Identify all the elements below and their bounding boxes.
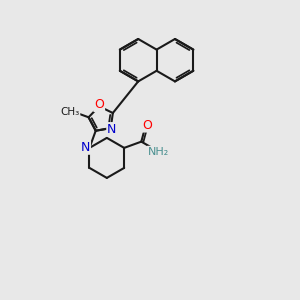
Text: O: O xyxy=(94,98,104,111)
Text: N: N xyxy=(107,123,117,136)
Text: N: N xyxy=(81,141,90,154)
Text: CH₃: CH₃ xyxy=(60,107,80,117)
Text: NH₂: NH₂ xyxy=(148,147,169,157)
Text: O: O xyxy=(142,118,152,132)
